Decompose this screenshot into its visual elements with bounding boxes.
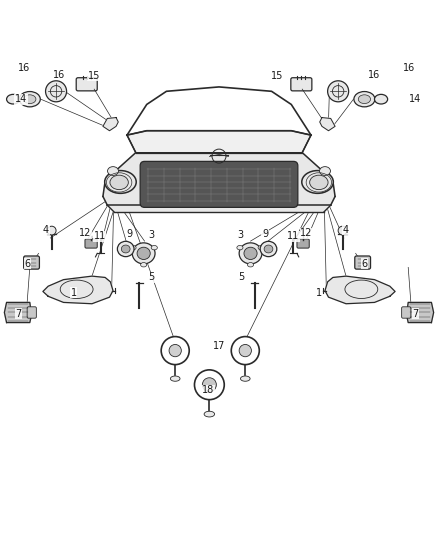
FancyBboxPatch shape — [76, 78, 97, 91]
Ellipse shape — [137, 247, 150, 260]
Circle shape — [47, 226, 56, 235]
Polygon shape — [4, 302, 32, 322]
Text: 11: 11 — [94, 231, 106, 241]
Circle shape — [239, 344, 251, 357]
Circle shape — [161, 336, 189, 365]
Text: 1: 1 — [71, 288, 77, 298]
Text: 7: 7 — [412, 309, 418, 319]
Ellipse shape — [110, 175, 128, 190]
Text: 9: 9 — [262, 229, 268, 239]
Ellipse shape — [108, 167, 118, 175]
Text: 16: 16 — [368, 70, 381, 79]
Ellipse shape — [244, 247, 257, 260]
FancyBboxPatch shape — [297, 239, 309, 248]
Ellipse shape — [260, 241, 277, 257]
Text: 4: 4 — [342, 225, 348, 235]
Circle shape — [194, 370, 224, 400]
Text: 4: 4 — [43, 225, 49, 235]
Ellipse shape — [204, 411, 215, 417]
Text: 11: 11 — [287, 231, 300, 241]
Text: 16: 16 — [53, 70, 65, 79]
Ellipse shape — [141, 263, 147, 267]
FancyBboxPatch shape — [85, 239, 97, 248]
FancyBboxPatch shape — [291, 78, 312, 91]
Ellipse shape — [121, 245, 130, 253]
Polygon shape — [406, 302, 434, 322]
Polygon shape — [103, 152, 335, 212]
Polygon shape — [127, 131, 311, 152]
Ellipse shape — [374, 94, 388, 104]
Text: 12: 12 — [79, 228, 92, 238]
FancyBboxPatch shape — [402, 307, 411, 318]
Text: 15: 15 — [271, 71, 283, 81]
Text: 17: 17 — [213, 341, 225, 351]
Circle shape — [46, 81, 67, 102]
Ellipse shape — [239, 243, 262, 264]
Ellipse shape — [358, 95, 371, 103]
Text: 6: 6 — [24, 259, 30, 269]
Circle shape — [169, 344, 181, 357]
Ellipse shape — [302, 171, 333, 193]
Text: 18: 18 — [202, 385, 214, 395]
Polygon shape — [325, 276, 395, 304]
Ellipse shape — [132, 243, 155, 264]
Text: 16: 16 — [18, 63, 30, 72]
FancyBboxPatch shape — [27, 307, 36, 318]
Circle shape — [328, 81, 349, 102]
Polygon shape — [320, 118, 335, 131]
Ellipse shape — [130, 246, 136, 250]
Ellipse shape — [105, 171, 136, 193]
Text: 12: 12 — [300, 228, 313, 238]
Text: 14: 14 — [15, 94, 27, 104]
Text: 1: 1 — [316, 288, 322, 298]
FancyBboxPatch shape — [355, 256, 371, 269]
Ellipse shape — [237, 246, 243, 250]
Polygon shape — [103, 118, 118, 131]
Ellipse shape — [151, 246, 157, 250]
Circle shape — [202, 378, 216, 392]
Text: 5: 5 — [238, 272, 244, 282]
Text: 6: 6 — [361, 259, 367, 269]
FancyBboxPatch shape — [24, 256, 39, 269]
Text: 15: 15 — [88, 71, 100, 81]
Text: 3: 3 — [237, 230, 243, 240]
Circle shape — [338, 226, 347, 235]
Ellipse shape — [117, 241, 134, 257]
Polygon shape — [43, 276, 113, 304]
Ellipse shape — [240, 376, 250, 381]
Text: 14: 14 — [409, 94, 421, 104]
Ellipse shape — [7, 94, 20, 104]
Ellipse shape — [310, 175, 328, 190]
Text: 9: 9 — [126, 229, 132, 239]
Text: 5: 5 — [148, 272, 154, 282]
Ellipse shape — [354, 92, 375, 107]
Text: 3: 3 — [148, 230, 154, 240]
Ellipse shape — [19, 92, 40, 107]
Text: 7: 7 — [15, 309, 21, 319]
Ellipse shape — [319, 167, 330, 175]
Text: 16: 16 — [403, 63, 416, 72]
Ellipse shape — [170, 376, 180, 381]
Ellipse shape — [258, 246, 264, 250]
Ellipse shape — [264, 245, 273, 253]
Circle shape — [231, 336, 259, 365]
Ellipse shape — [247, 263, 254, 267]
FancyBboxPatch shape — [140, 161, 298, 207]
Ellipse shape — [24, 95, 36, 103]
